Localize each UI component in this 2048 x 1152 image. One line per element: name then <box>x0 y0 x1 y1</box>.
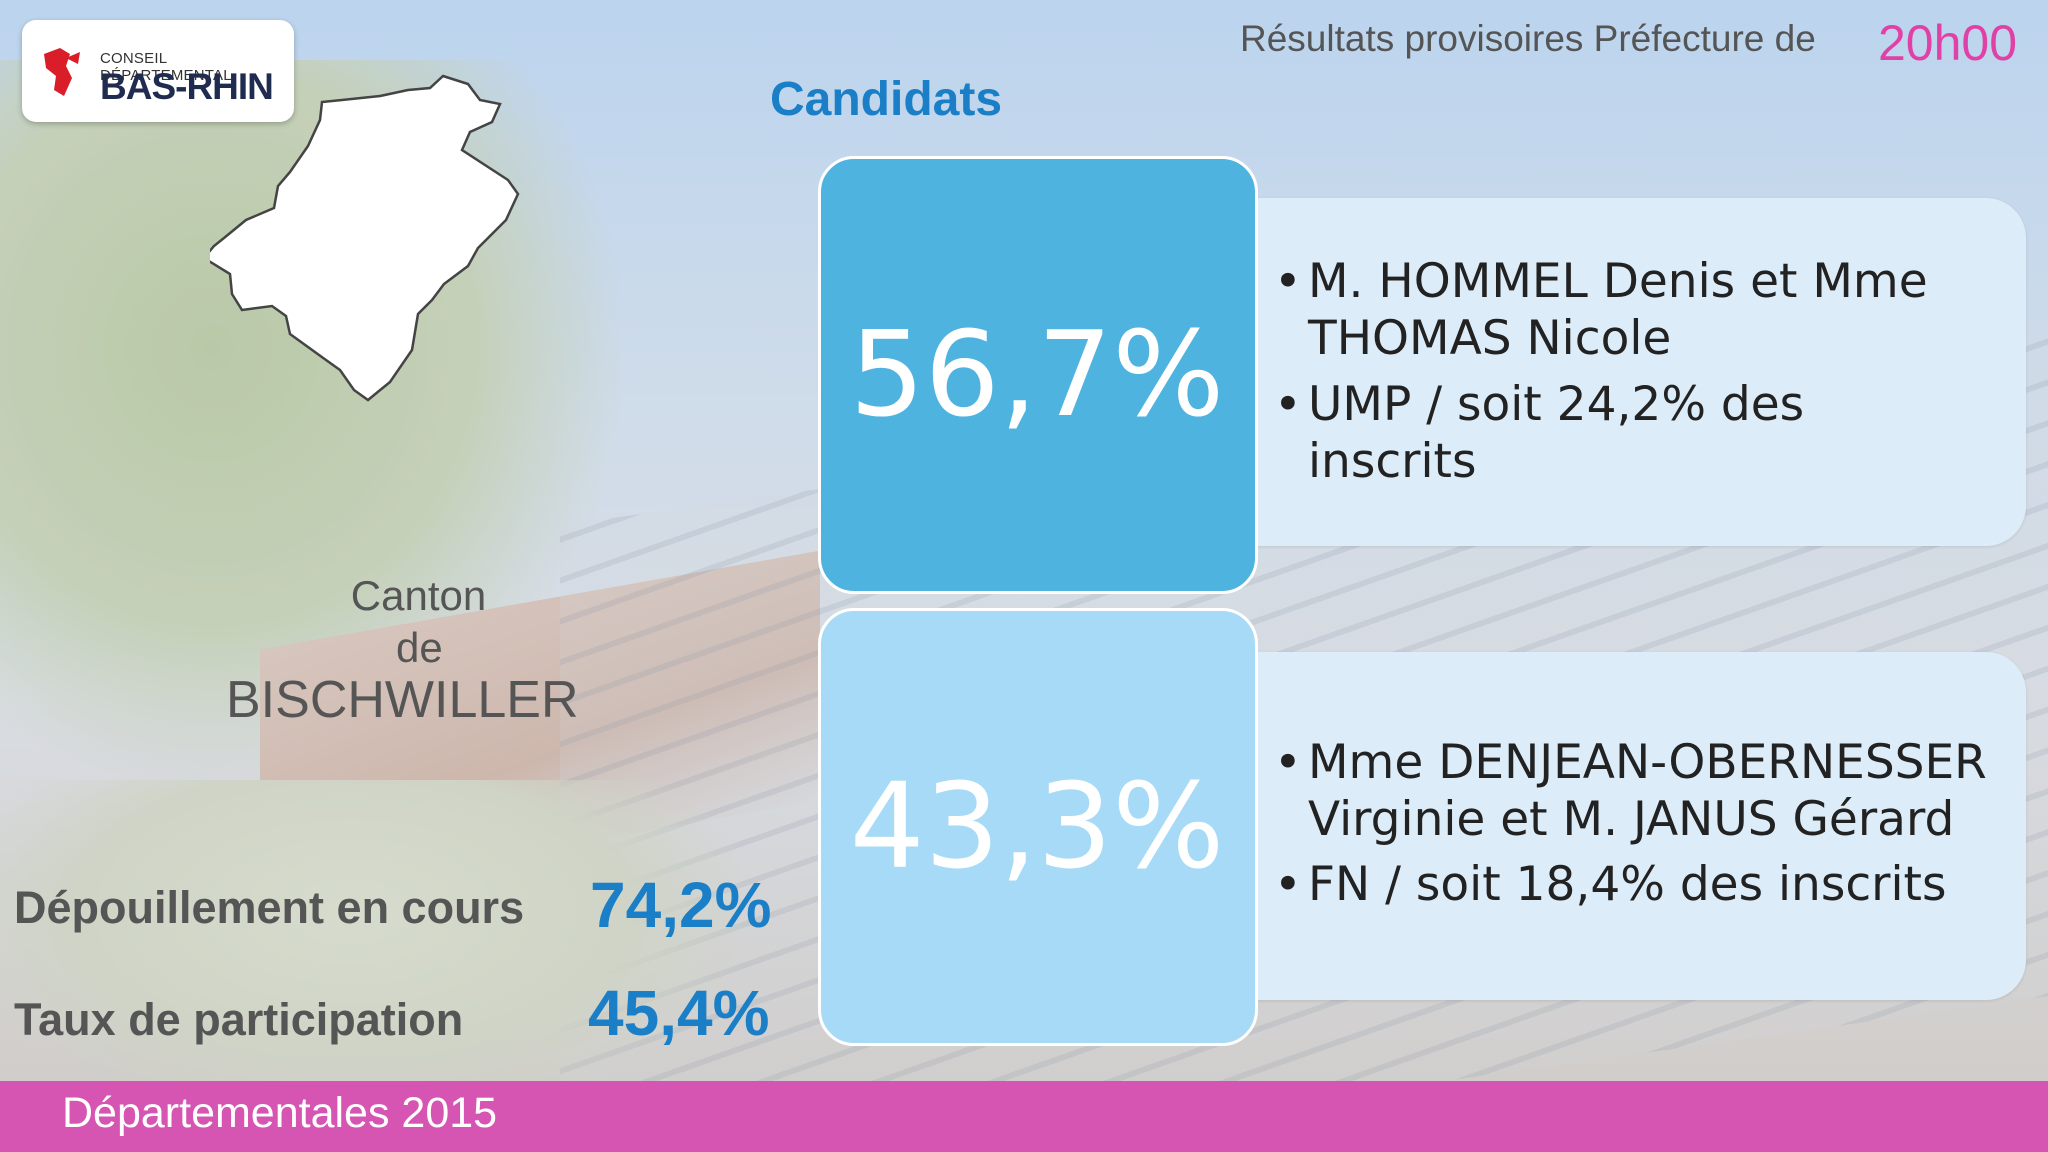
participation-label: Taux de participation <box>14 994 464 1045</box>
bullet-icon: • <box>1274 735 1302 790</box>
canton-de: de <box>396 624 443 671</box>
bullet-icon: • <box>1274 377 1302 432</box>
candidate-1-info-panel <box>1180 198 2026 546</box>
candidate-1-line1: M. HOMMEL Denis et Mme <box>1308 254 1928 309</box>
logo-title: BAS-RHIN <box>100 66 274 107</box>
canton-label: Canton <box>350 572 487 619</box>
canton-name: BISCHWILLER <box>226 671 579 729</box>
candidate-1-party: • UMP / soit 24,2% des inscrits <box>1274 376 1805 490</box>
depouillement-label: Dépouillement en cours <box>14 882 525 933</box>
candidate-1-line4: inscrits <box>1308 434 1477 489</box>
candidate-2-line2: Virginie et M. JANUS Gérard <box>1308 792 1955 847</box>
participation-value: 45,4% <box>588 977 770 1049</box>
bullet-icon: • <box>1274 254 1302 309</box>
footer-title: Départementales 2015 <box>62 1089 498 1137</box>
candidate-1-score-card: 56,7% <box>818 156 1258 594</box>
results-time: 20h00 <box>1878 15 2018 71</box>
alsace-emblem-icon <box>44 48 80 96</box>
candidate-2-score-card: 43,3% <box>818 608 1258 1046</box>
background-bushes <box>0 780 740 1110</box>
candidate-2-party: • FN / soit 18,4% des inscrits <box>1274 856 1947 913</box>
canton-shape <box>210 74 520 402</box>
candidate-1-names: • M. HOMMEL Denis et Mme THOMAS Nicole <box>1274 253 1928 367</box>
depouillement-value: 74,2% <box>590 869 772 941</box>
section-title: Candidats <box>770 73 1003 126</box>
bullet-icon: • <box>1274 857 1302 912</box>
candidate-1-line3: UMP / soit 24,2% des <box>1308 377 1805 432</box>
candidate-2-info-panel <box>1180 652 2026 1000</box>
candidate-1-percent: 56,7% <box>849 305 1225 443</box>
bas-rhin-logo: CONSEIL DÉPARTEMENTAL BAS-RHIN <box>22 20 294 122</box>
candidate-2-percent: 43,3% <box>849 757 1225 895</box>
footer-bar: Départementales 2015 <box>0 1081 2048 1152</box>
provisional-results-label: Résultats provisoires Préfecture de <box>1240 18 1816 59</box>
canton-map <box>210 74 520 402</box>
candidate-2-line3: FN / soit 18,4% des inscrits <box>1308 857 1947 912</box>
logo-subtitle: CONSEIL DÉPARTEMENTAL <box>100 50 232 84</box>
candidate-2-line1: Mme DENJEAN-OBERNESSER <box>1308 735 1987 790</box>
candidate-2-names: • Mme DENJEAN-OBERNESSER Virginie et M. … <box>1274 734 1987 848</box>
candidate-1-line2: THOMAS Nicole <box>1308 311 1672 366</box>
